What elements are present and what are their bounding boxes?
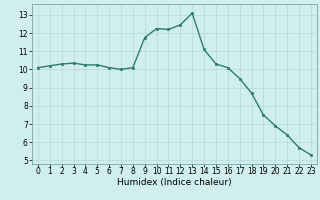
X-axis label: Humidex (Indice chaleur): Humidex (Indice chaleur) (117, 178, 232, 187)
